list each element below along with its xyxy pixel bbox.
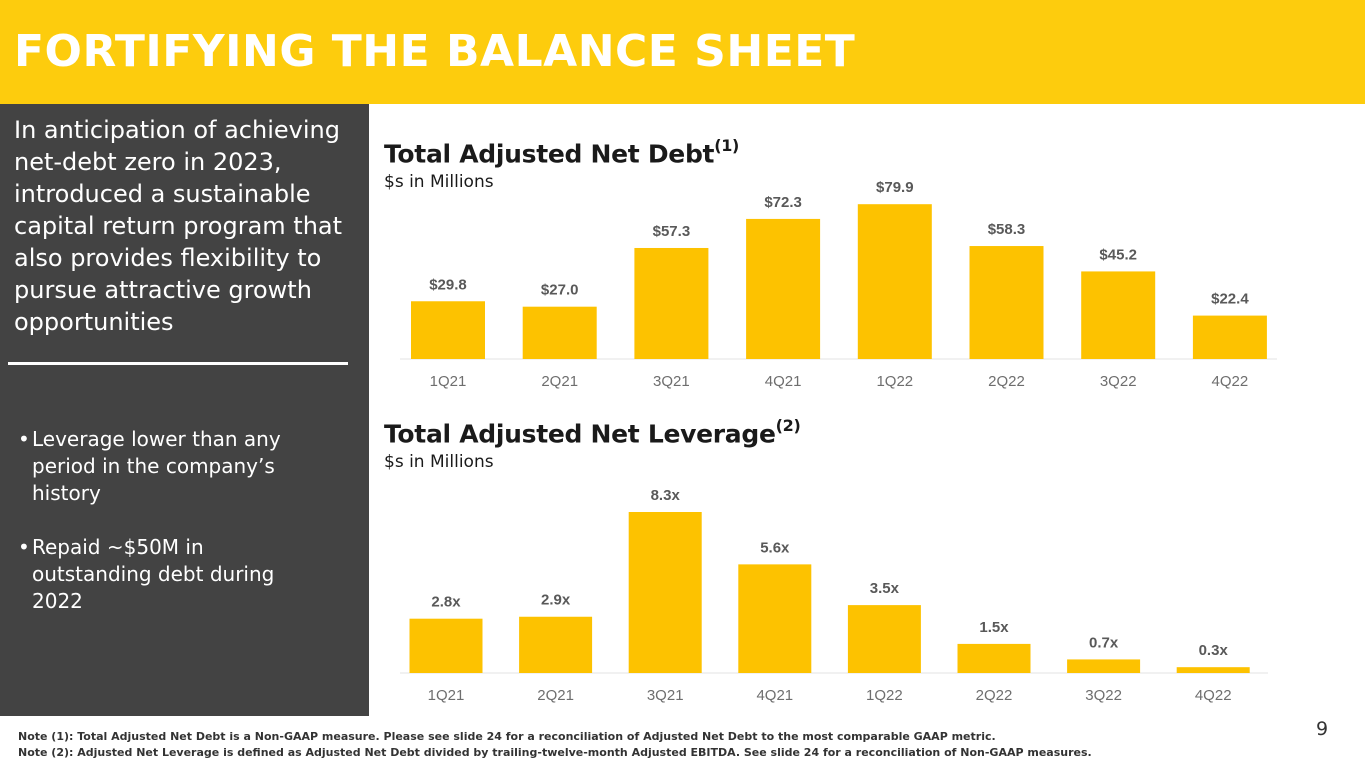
net-debt-chart-title-text: Total Adjusted Net Debt bbox=[384, 139, 715, 169]
bar-3q22 bbox=[1067, 659, 1141, 673]
footnote-2: Note (2): Adjusted Net Leverage is defin… bbox=[18, 746, 1092, 759]
data-label-3q22: 0.7x bbox=[1089, 634, 1119, 651]
tick-label-2q21: 2Q21 bbox=[541, 373, 578, 390]
bar-2q21 bbox=[519, 616, 593, 673]
bar-2q22 bbox=[969, 246, 1044, 359]
bullet-list: Leverage lower than any period in the co… bbox=[18, 426, 318, 642]
net-debt-chart-subtitle: $s in Millions bbox=[384, 172, 494, 192]
tick-label-3q21: 3Q21 bbox=[653, 373, 690, 390]
bar-4q21 bbox=[738, 564, 812, 673]
data-label-2q22: 1.5x bbox=[979, 619, 1009, 636]
data-label-1q21: $29.8 bbox=[429, 276, 467, 293]
data-label-4q22: $22.4 bbox=[1211, 291, 1249, 308]
net-leverage-chart-svg: 2.8x 1Q21 2.9x 2Q21 8.3x 3Q21 5.6x 4Q21 3.5x 1Q22… bbox=[400, 487, 1268, 704]
bar-3q21 bbox=[634, 247, 709, 359]
net-leverage-chart-title-text: Total Adjusted Net Leverage bbox=[384, 419, 776, 449]
data-label-1q22: $79.9 bbox=[876, 179, 914, 196]
bullet-item-leverage: Leverage lower than any period in the co… bbox=[18, 426, 318, 507]
intro-text: In anticipation of achieving net-debt ze… bbox=[14, 116, 343, 336]
tick-label-4q21: 4Q21 bbox=[756, 687, 793, 704]
data-label-2q21: 2.9x bbox=[541, 592, 571, 609]
tick-label-3q21: 3Q21 bbox=[647, 687, 684, 704]
tick-label-4q22: 4Q22 bbox=[1212, 373, 1249, 390]
bar-3q22 bbox=[1081, 271, 1156, 359]
tick-label-4q22: 4Q22 bbox=[1195, 687, 1232, 704]
tick-label-1q21: 1Q21 bbox=[428, 687, 465, 704]
bar-1q22 bbox=[857, 204, 932, 359]
bar-3q21 bbox=[628, 512, 702, 673]
tick-label-3q22: 3Q22 bbox=[1085, 687, 1122, 704]
data-label-4q21: 5.6x bbox=[760, 539, 790, 556]
tick-label-1q21: 1Q21 bbox=[430, 373, 467, 390]
net-leverage-chart-title: Total Adjusted Net Leverage(2) bbox=[384, 416, 801, 449]
net-leverage-chart-subtitle: $s in Millions bbox=[384, 452, 494, 472]
data-label-3q22: $45.2 bbox=[1099, 246, 1137, 263]
page-title: FORTIFYING THE BALANCE SHEET bbox=[14, 26, 856, 77]
header-banner: FORTIFYING THE BALANCE SHEET bbox=[0, 0, 1365, 104]
bar-2q21 bbox=[522, 306, 597, 359]
bar-1q21 bbox=[411, 301, 485, 359]
page-number: 9 bbox=[1316, 718, 1329, 740]
bar-4q22 bbox=[1176, 667, 1250, 673]
data-label-3q21: $57.3 bbox=[653, 223, 691, 240]
tick-label-1q22: 1Q22 bbox=[876, 373, 913, 390]
tick-label-4q21: 4Q21 bbox=[765, 373, 802, 390]
data-label-3q21: 8.3x bbox=[651, 487, 681, 504]
bar-4q21 bbox=[746, 218, 821, 359]
tick-label-2q22: 2Q22 bbox=[976, 687, 1013, 704]
data-label-2q21: $27.0 bbox=[541, 282, 579, 299]
net-debt-chart: $29.8 1Q21 $27.0 2Q21 $57.3 3Q21 $72.3 4Q21 $79.… bbox=[380, 136, 1290, 398]
data-label-4q22: 0.3x bbox=[1199, 642, 1229, 659]
bar-1q22 bbox=[847, 605, 921, 673]
net-leverage-chart: 2.8x 1Q21 2.9x 2Q21 8.3x 3Q21 5.6x 4Q21 3.5x 1Q22… bbox=[380, 416, 1290, 708]
bullet-item-repaid: Repaid ~$50M in outstanding debt during … bbox=[18, 534, 318, 615]
sidebar-panel: In anticipation of achieving net-debt ze… bbox=[0, 104, 369, 716]
net-debt-chart-title-note: (1) bbox=[714, 136, 740, 155]
bar-1q21 bbox=[409, 618, 483, 673]
tick-label-2q22: 2Q22 bbox=[988, 373, 1025, 390]
bar-2q22 bbox=[957, 643, 1031, 673]
tick-label-1q22: 1Q22 bbox=[866, 687, 903, 704]
data-label-4q21: $72.3 bbox=[764, 194, 802, 211]
data-label-1q21: 2.8x bbox=[431, 594, 461, 611]
footnote-1: Note (1): Total Adjusted Net Debt is a N… bbox=[18, 730, 996, 743]
tick-label-2q21: 2Q21 bbox=[537, 687, 574, 704]
bar-4q22 bbox=[1192, 315, 1267, 359]
sidebar-divider bbox=[8, 362, 348, 365]
footnotes: Note (1): Total Adjusted Net Debt is a N… bbox=[18, 729, 1092, 761]
net-debt-chart-title: Total Adjusted Net Debt(1) bbox=[384, 136, 740, 169]
data-label-2q22: $58.3 bbox=[988, 221, 1026, 238]
net-leverage-chart-title-note: (2) bbox=[775, 416, 801, 435]
net-debt-chart-svg: $29.8 1Q21 $27.0 2Q21 $57.3 3Q21 $72.3 4Q21 $79.… bbox=[400, 179, 1277, 390]
data-label-1q22: 3.5x bbox=[870, 580, 900, 597]
tick-label-3q22: 3Q22 bbox=[1100, 373, 1137, 390]
